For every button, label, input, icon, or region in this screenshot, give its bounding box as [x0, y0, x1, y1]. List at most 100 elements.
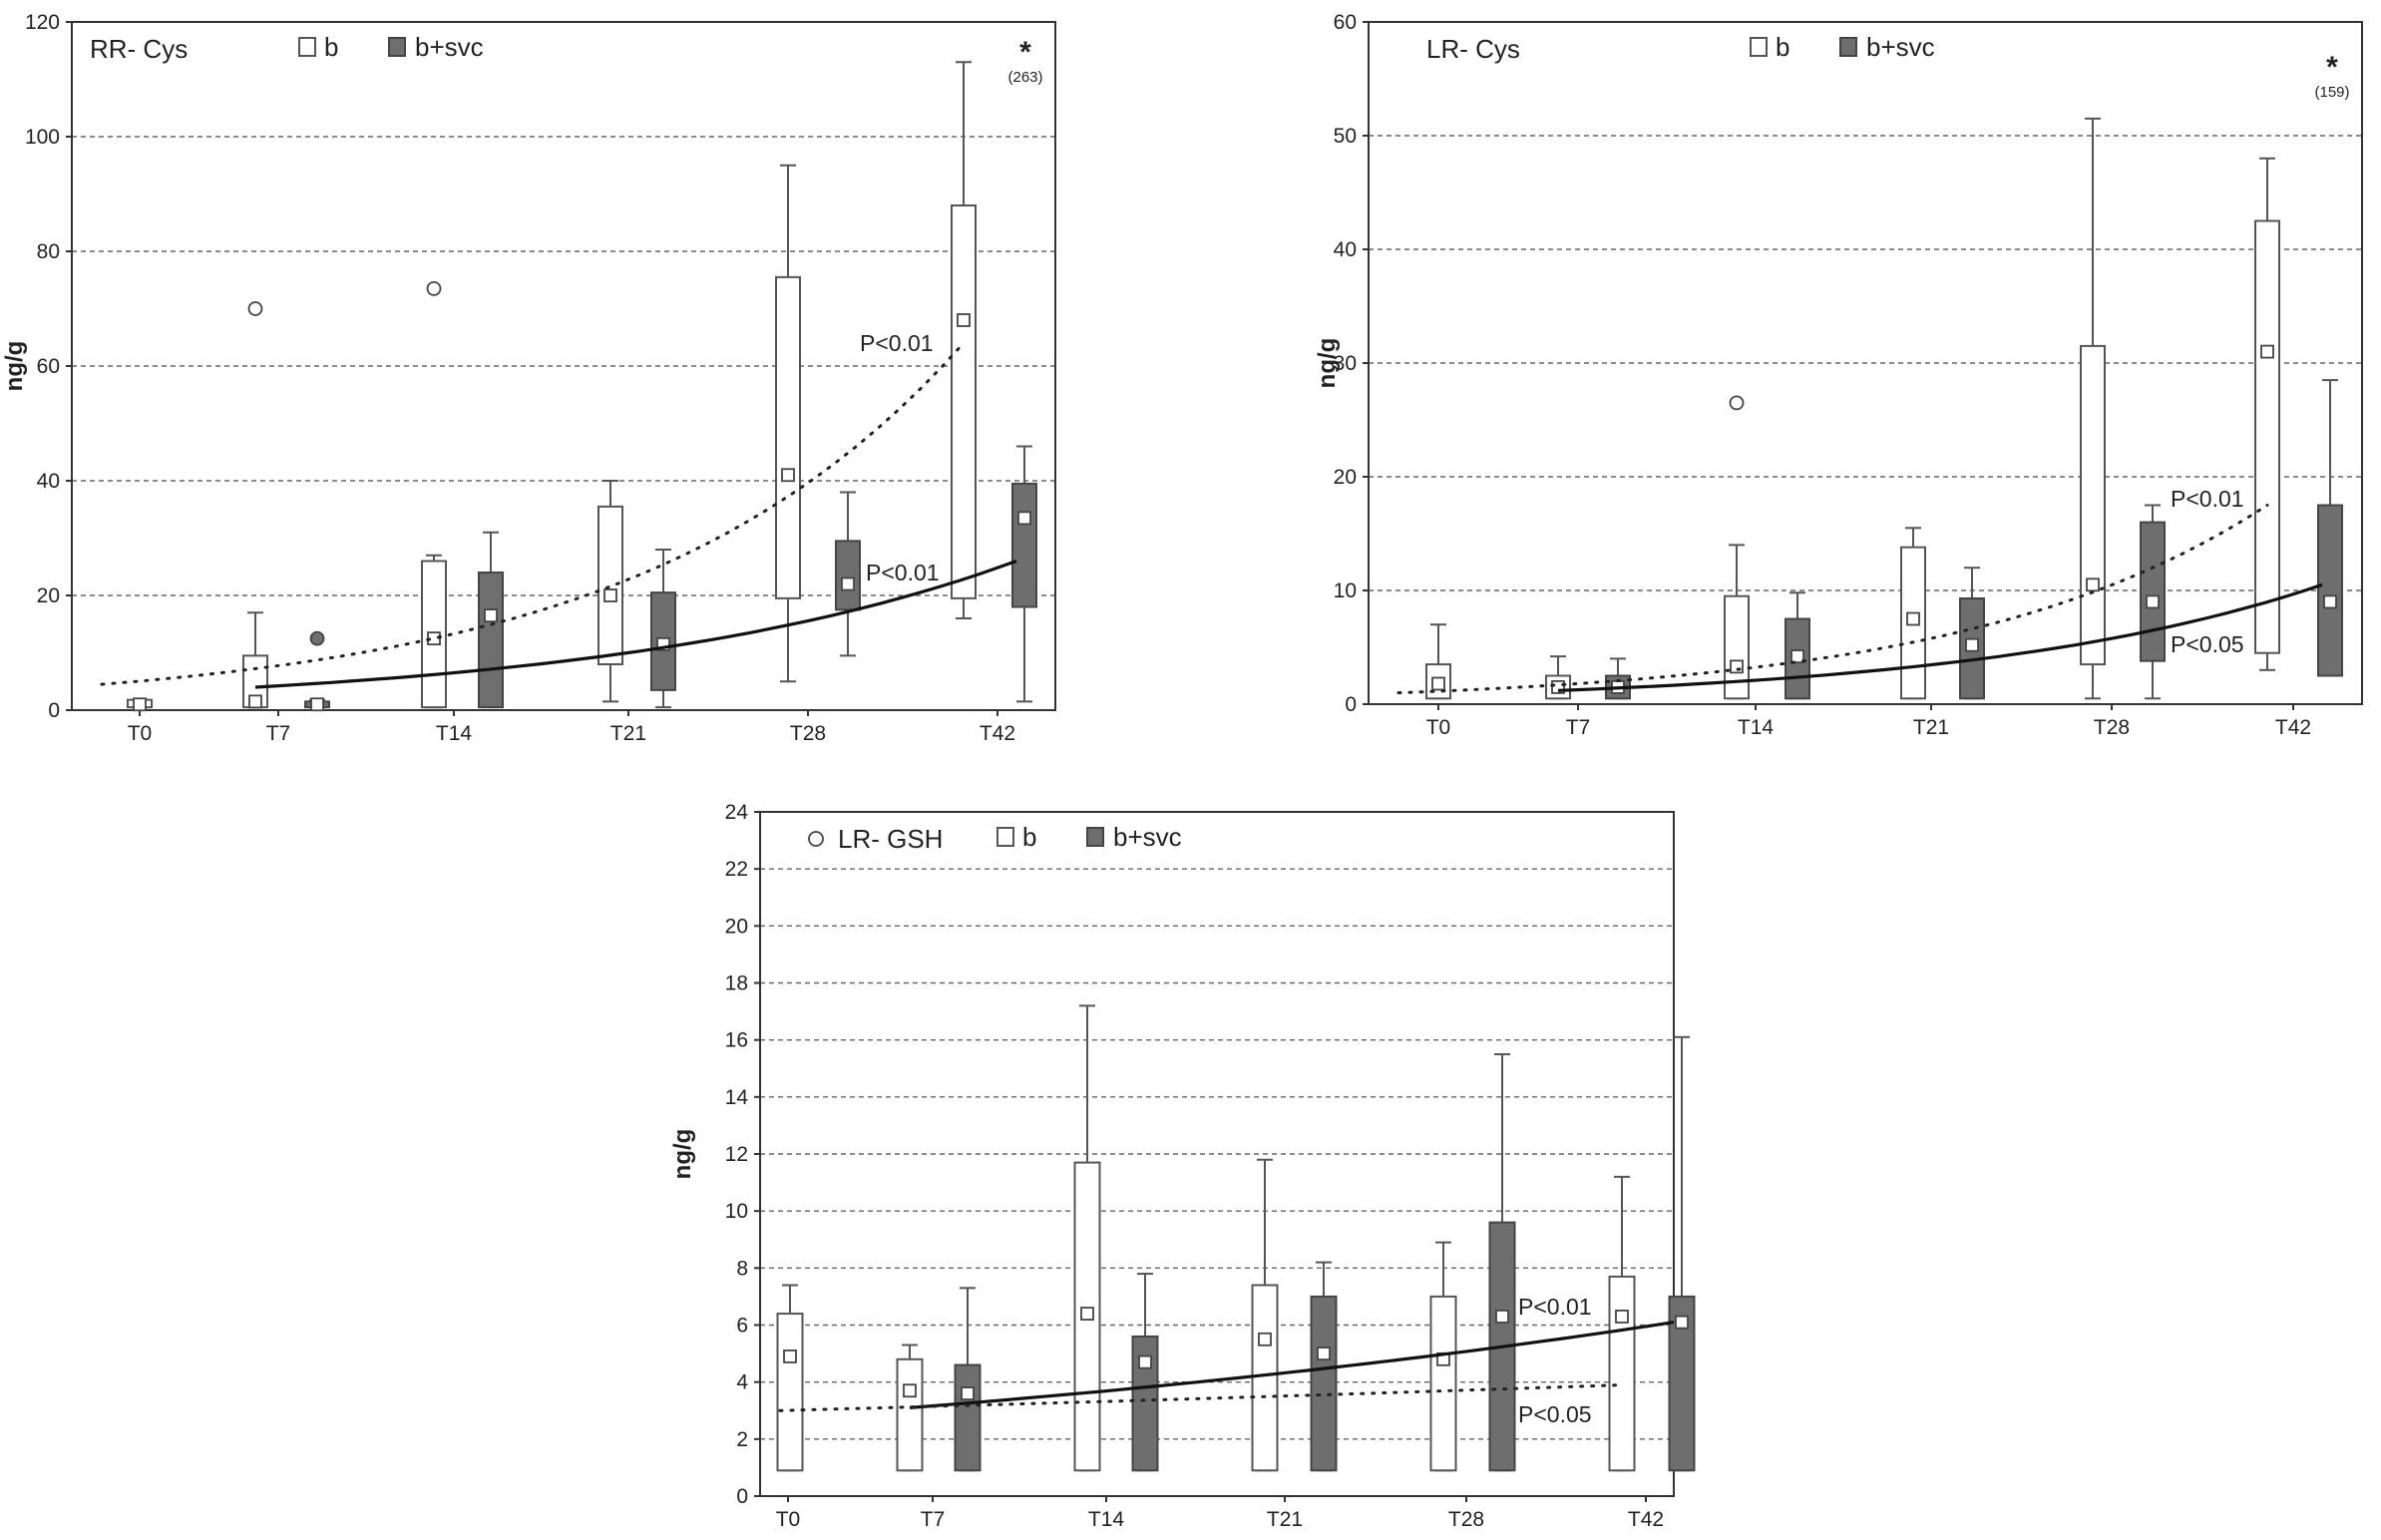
- y-tick-label: 14: [725, 1086, 749, 1109]
- legend-label-b-svc: b+svc: [1113, 822, 1182, 852]
- mean-marker: [133, 697, 147, 712]
- y-tick-label: 50: [1334, 125, 1357, 148]
- x-tick-label: T7: [921, 1508, 946, 1531]
- box-b: [1608, 1275, 1636, 1472]
- mean-marker: [2086, 578, 2100, 592]
- mean-marker: [1017, 511, 1031, 526]
- outlier-point: [1729, 395, 1745, 411]
- mean-marker: [1258, 1332, 1272, 1347]
- y-tick-label: 10: [1334, 579, 1357, 602]
- mean-marker: [783, 1349, 797, 1363]
- mean-marker: [1965, 637, 1979, 652]
- y-tick-label: 0: [1345, 693, 1357, 716]
- plot-frame: [71, 21, 1056, 711]
- trend-p-value-label: P<0.01: [860, 330, 934, 356]
- mean-marker: [310, 697, 324, 712]
- mean-marker: [1615, 1310, 1629, 1324]
- legend-swatch-b-svc: [388, 37, 406, 57]
- chart-lr-cys: 0 10 20 30 40 50 60 ng/g T0 T7 T14 T21 T28 T42 LR- Cys…: [1314, 11, 2363, 739]
- x-tick-label: T0: [776, 1508, 801, 1531]
- mean-marker: [603, 588, 617, 602]
- legend-label-b-svc: b+svc: [415, 32, 484, 62]
- extreme-value-label: (263): [1007, 69, 1042, 86]
- box-b: [951, 204, 977, 599]
- chart-title: RR- Cys: [90, 34, 188, 64]
- y-tick-label: 40: [1334, 238, 1357, 261]
- x-tick-label: T7: [266, 722, 291, 745]
- trend-line-b: [778, 1383, 1624, 1412]
- x-tick-label: T28: [2094, 716, 2130, 739]
- chart-title: LR- GSH: [838, 824, 943, 854]
- x-tick-label: T21: [1267, 1508, 1303, 1531]
- box-b: [597, 505, 623, 665]
- trend-p-value-label: P<0.05: [1518, 1401, 1592, 1427]
- y-axis-label: ng/g: [1, 341, 28, 392]
- trend-line-b-svc: [1557, 582, 2323, 692]
- y-tick-label: 12: [725, 1143, 748, 1166]
- mean-marker: [1790, 649, 1804, 664]
- mean-marker: [957, 313, 971, 327]
- box-b-svc: [835, 540, 861, 611]
- mean-marker: [2323, 594, 2337, 609]
- box-b-svc: [478, 572, 504, 709]
- trend-p-value-label: P<0.01: [2171, 486, 2244, 512]
- x-tick-label: T14: [1088, 1508, 1125, 1531]
- y-tick-label: 100: [25, 126, 60, 149]
- mean-marker: [903, 1383, 917, 1398]
- box-b-svc: [1011, 482, 1037, 608]
- trend-line-b: [1396, 504, 2269, 695]
- trend-line-b-svc: [254, 559, 1017, 689]
- mean-marker: [1431, 676, 1445, 691]
- mean-marker: [248, 694, 262, 709]
- legend-label-b: b: [1776, 32, 1789, 62]
- legend-label-b: b: [1022, 822, 1036, 852]
- box-b: [2080, 344, 2106, 666]
- box-b-svc: [1310, 1295, 1338, 1472]
- x-tick-label: T28: [790, 722, 826, 745]
- mean-marker: [781, 468, 795, 483]
- trend-p-value-label: P<0.01: [1518, 1294, 1592, 1320]
- mean-marker: [2146, 594, 2160, 609]
- legend-swatch-b: [1750, 37, 1768, 57]
- y-tick-label: 60: [1334, 11, 1357, 34]
- mean-marker: [961, 1386, 975, 1400]
- trend-p-value-label: P<0.01: [866, 560, 940, 585]
- legend-swatch-b: [996, 827, 1014, 847]
- mean-marker: [1080, 1307, 1094, 1321]
- extreme-value-label: (159): [2314, 84, 2349, 101]
- x-tick-label: T0: [1426, 716, 1451, 739]
- x-tick-label: T42: [980, 722, 1015, 745]
- box-b: [1251, 1284, 1279, 1472]
- y-tick-label: 8: [736, 1257, 748, 1280]
- legend-swatch-b-svc: [1839, 37, 1857, 57]
- y-tick-label: 2: [736, 1428, 748, 1451]
- mean-marker: [1906, 611, 1920, 626]
- chart-rr-cys: 0 20 40 60 80 100 120 ng/g T0 T7 T14 T21 T28 T42 RR- C…: [1, 11, 1056, 745]
- mean-marker: [841, 577, 855, 591]
- y-tick-label: 30: [1334, 352, 1357, 375]
- mean-marker: [1138, 1354, 1152, 1369]
- y-tick-label: 20: [1334, 466, 1357, 489]
- legend-swatch-b: [298, 37, 316, 57]
- extreme-value-marker: *: [1019, 36, 1031, 69]
- box-b-svc: [2317, 504, 2343, 677]
- legend-outlier-marker: [808, 831, 824, 847]
- box-b-svc: [954, 1363, 982, 1472]
- y-tick-label: 10: [725, 1200, 748, 1223]
- box-b: [896, 1357, 924, 1472]
- y-tick-label: 6: [736, 1315, 748, 1338]
- x-tick-label: T42: [1628, 1508, 1664, 1531]
- mean-marker: [1730, 659, 1744, 674]
- trend-p-value-label: P<0.05: [2171, 631, 2244, 657]
- mean-marker: [2260, 344, 2274, 359]
- y-tick-label: 4: [736, 1371, 748, 1394]
- y-tick-label: 18: [725, 972, 748, 995]
- outlier-point: [247, 301, 263, 316]
- y-tick-label: 0: [48, 699, 60, 722]
- y-tick-label: 20: [37, 584, 60, 607]
- box-b: [776, 1313, 804, 1472]
- x-tick-label: T14: [1738, 716, 1775, 739]
- y-axis-label: ng/g: [1314, 338, 1341, 389]
- plot-frame: [1368, 21, 2363, 705]
- outlier-point: [309, 630, 325, 646]
